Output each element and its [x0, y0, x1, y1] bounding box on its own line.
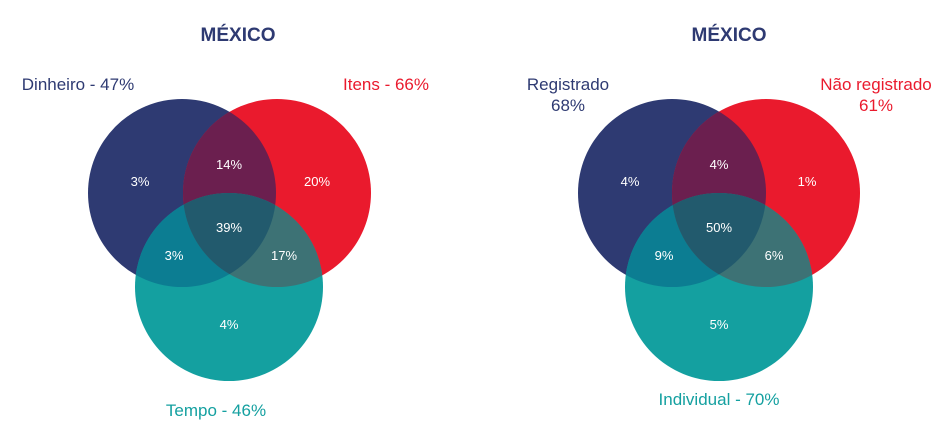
- region-registrado-only: 4%: [621, 174, 640, 189]
- region-all-right: 50%: [706, 220, 732, 235]
- region-dinheiro-only: 3%: [131, 174, 150, 189]
- label-nao-registrado: Não registrado: [820, 75, 932, 94]
- region-dinheiro-tempo: 3%: [165, 248, 184, 263]
- region-individual-only: 5%: [710, 317, 729, 332]
- label-individual: Individual - 70%: [659, 390, 780, 409]
- label-registrado: Registrado: [527, 75, 609, 94]
- region-dinheiro-itens: 14%: [216, 157, 242, 172]
- label-tempo: Tempo - 46%: [166, 401, 266, 420]
- label-itens: Itens - 66%: [343, 75, 429, 94]
- region-registrado-nao-registrado: 4%: [710, 157, 729, 172]
- label-registrado-pct: 68%: [551, 96, 585, 115]
- region-tempo-only: 4%: [220, 317, 239, 332]
- region-itens-only: 20%: [304, 174, 330, 189]
- venn-right-title: MÉXICO: [692, 24, 767, 46]
- venn-left-title: MÉXICO: [201, 24, 276, 46]
- region-nao-registrado-only: 1%: [798, 174, 817, 189]
- overlap-nao-registrado-individual: [672, 193, 813, 287]
- venn-right: MÉXICO 4% 1% 5% 4% 9% 6% 50% Registrado …: [527, 24, 932, 409]
- region-itens-tempo: 17%: [271, 248, 297, 263]
- venn-left: MÉXICO 3% 20% 4% 14% 3% 17% 39% Dinheiro…: [22, 24, 429, 420]
- overlap-itens-tempo: [183, 193, 323, 287]
- overlap-registrado-individual: [625, 193, 766, 287]
- region-nao-registrado-individual: 6%: [765, 248, 784, 263]
- label-nao-registrado-pct: 61%: [859, 96, 893, 115]
- label-dinheiro: Dinheiro - 47%: [22, 75, 134, 94]
- region-registrado-individual: 9%: [655, 248, 674, 263]
- region-all-left: 39%: [216, 220, 242, 235]
- overlap-dinheiro-tempo: [135, 193, 276, 287]
